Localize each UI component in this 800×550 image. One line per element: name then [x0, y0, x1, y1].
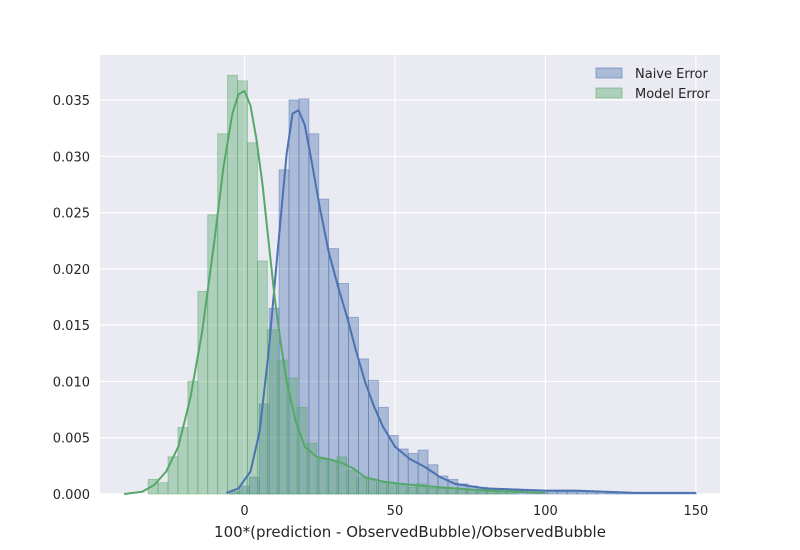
kde-lines	[123, 90, 696, 495]
naive-error-bars	[229, 98, 697, 495]
legend: Naive Error Model Error	[595, 67, 711, 102]
y-tick-label: 0.025	[53, 207, 90, 222]
histogram-bar	[157, 482, 169, 495]
x-tick-label: 50	[387, 504, 404, 519]
histogram-bar	[167, 456, 179, 495]
histogram-bar	[405, 486, 417, 495]
y-tick-label: 0.015	[53, 319, 90, 334]
legend-label: Naive Error	[635, 67, 708, 82]
histogram-bar	[386, 482, 397, 495]
legend-swatch	[595, 67, 623, 79]
histogram-bar	[286, 377, 298, 495]
x-tick-labels: 0 50 100 150	[240, 504, 708, 519]
histogram-bar	[346, 469, 358, 495]
histogram-bar	[396, 483, 407, 495]
histogram-bar	[326, 459, 338, 495]
model-error-bars	[147, 74, 517, 495]
histogram-bar	[576, 491, 588, 495]
y-tick-label: 0.035	[53, 94, 90, 109]
histogram-bar	[376, 482, 387, 495]
histogram-bar	[237, 80, 248, 495]
y-tick-labels: 0.000 0.005 0.010 0.015 0.020 0.025 0.030 0.035	[53, 94, 90, 503]
x-tick-label: 150	[684, 504, 709, 519]
x-tick-label: 0	[240, 504, 248, 519]
histogram-bar	[217, 133, 229, 495]
legend-label: Model Error	[635, 87, 711, 102]
histogram-bar	[316, 458, 328, 495]
histogram-bar	[556, 491, 568, 495]
plot-area	[100, 55, 720, 494]
histogram-bar	[435, 487, 447, 495]
legend-swatch	[595, 87, 623, 99]
x-tick-label: 100	[533, 504, 558, 519]
kde-line	[123, 90, 546, 495]
histogram-bar	[308, 133, 320, 495]
y-tick-label: 0.000	[53, 488, 90, 503]
histogram-bar	[546, 491, 558, 495]
y-tick-label: 0.020	[53, 263, 90, 278]
histogram-bar	[177, 427, 189, 495]
kde-line	[226, 109, 696, 494]
y-tick-label: 0.005	[53, 432, 90, 447]
y-tick-label: 0.010	[53, 375, 90, 390]
histogram-bar	[296, 406, 308, 495]
histogram-bar	[425, 487, 437, 495]
histogram-bar	[356, 476, 368, 495]
histogram-bar	[566, 491, 578, 495]
histogram-bar	[366, 478, 377, 495]
histogram-bar	[247, 142, 258, 495]
x-axis-label: 100*(prediction - ObservedBubble)/Observ…	[214, 523, 606, 541]
y-tick-label: 0.030	[53, 150, 90, 165]
